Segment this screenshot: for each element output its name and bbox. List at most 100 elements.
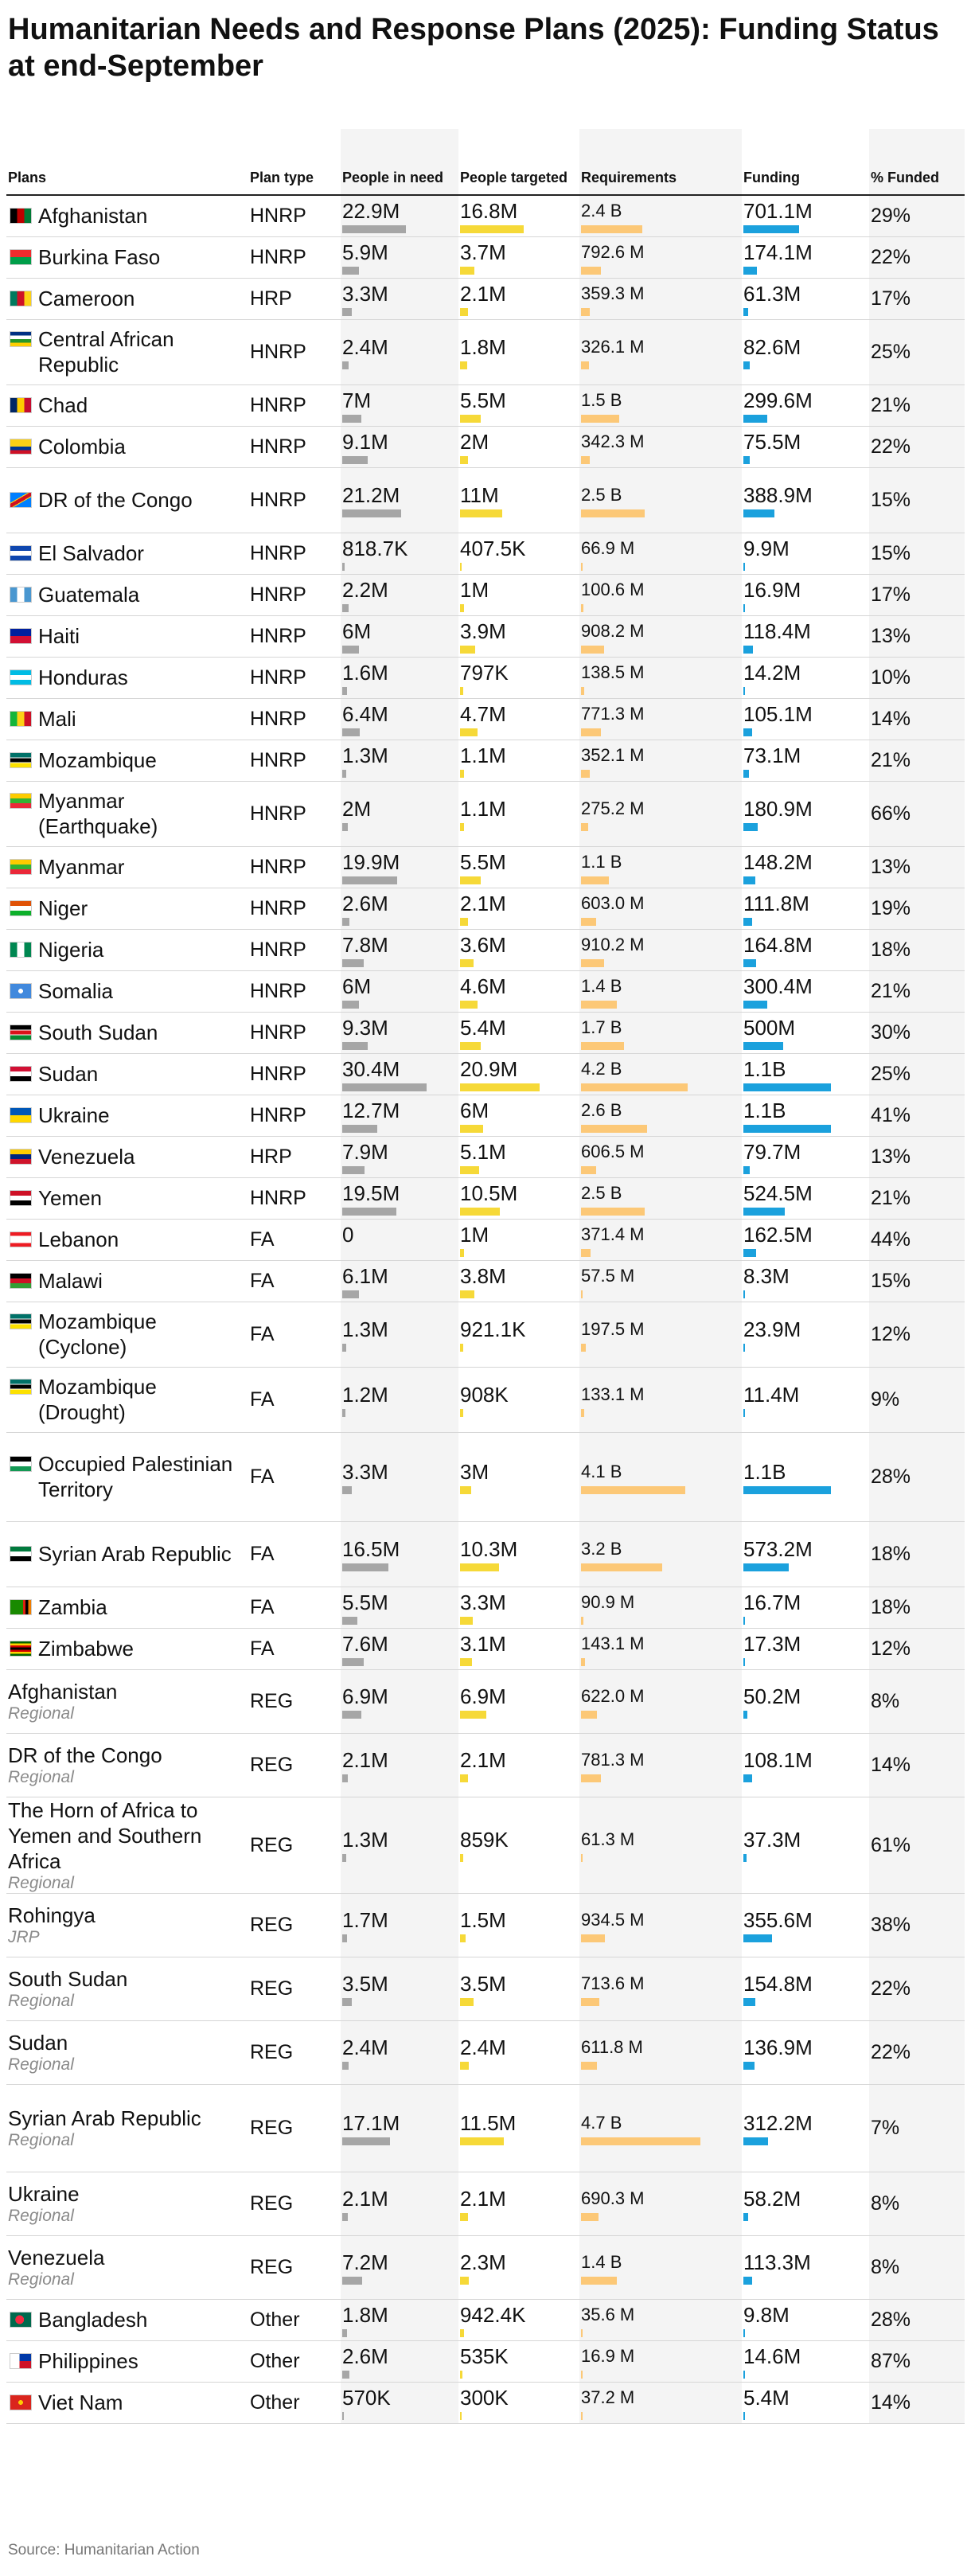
funding-value: 500M bbox=[743, 1015, 796, 1040]
plan-type-cell: FA bbox=[248, 1432, 341, 1522]
funding-bar bbox=[743, 266, 757, 275]
percent-funded-cell: 18% bbox=[869, 1587, 965, 1629]
plan-subtitle: Regional bbox=[8, 2131, 74, 2149]
requirements-value: 1.4 B bbox=[581, 975, 622, 996]
people-in-need-value: 6.9M bbox=[342, 1684, 388, 1708]
people-targeted-bar bbox=[460, 1774, 468, 1782]
requirements-value: 100.6 M bbox=[581, 579, 645, 599]
requirements-value: 143.1 M bbox=[581, 1633, 645, 1653]
requirements-value: 90.9 M bbox=[581, 1591, 635, 1612]
funding-cell: 299.6M bbox=[742, 384, 869, 427]
requirements-value: 910.2 M bbox=[581, 934, 645, 954]
people-in-need-cell: 1.8M bbox=[341, 2299, 458, 2341]
funding-bar bbox=[743, 1485, 831, 1494]
plan-name: Rohingya bbox=[8, 1903, 96, 1927]
funding-bar bbox=[743, 1207, 785, 1216]
requirements-bar bbox=[581, 1165, 596, 1174]
requirements-cell: 35.6 M bbox=[579, 2299, 742, 2341]
lebanon-flag-icon bbox=[10, 1231, 32, 1247]
requirements-cell: 57.5 M bbox=[579, 1260, 742, 1302]
plan-cell: Cameroon bbox=[6, 278, 248, 320]
people-targeted-bar bbox=[460, 822, 464, 831]
honduras-flag-icon bbox=[10, 669, 32, 685]
table-row: Ukraine Regional REG 2.1M 2.1M 690.3 M 58.2M 8% bbox=[6, 2172, 965, 2236]
plan-name: DR of the Congo bbox=[8, 1743, 162, 1767]
plan-cell: Burkina Faso bbox=[6, 236, 248, 279]
requirements-cell: 371.4 M bbox=[579, 1219, 742, 1261]
plan-type-cell: HNRP bbox=[248, 319, 341, 385]
requirements-bar bbox=[581, 1343, 586, 1352]
funding-bar bbox=[743, 1248, 756, 1257]
people-in-need-cell: 6M bbox=[341, 970, 458, 1013]
people-targeted-bar bbox=[460, 1083, 540, 1091]
funding-value: 16.9M bbox=[743, 577, 801, 602]
table-row: Syrian Arab Republic Regional REG 17.1M 11.5… bbox=[6, 2084, 965, 2172]
requirements-cell: 611.8 M bbox=[579, 2020, 742, 2085]
plan-name: Philippines bbox=[38, 2349, 138, 2373]
people-in-need-bar bbox=[342, 1657, 364, 1666]
plan-cell: Viet Nam bbox=[6, 2382, 248, 2424]
requirements-bar bbox=[581, 361, 589, 369]
people-in-need-cell: 6M bbox=[341, 615, 458, 658]
funding-value: 113.3M bbox=[743, 2250, 811, 2274]
funding-value: 9.9M bbox=[743, 536, 790, 560]
requirements-value: 16.9 M bbox=[581, 2345, 635, 2366]
requirements-cell: 606.5 M bbox=[579, 1136, 742, 1178]
people-in-need-bar bbox=[342, 224, 406, 233]
people-targeted-bar bbox=[460, 2370, 462, 2379]
requirements-bar bbox=[581, 2137, 700, 2145]
plan-cell: Ukraine bbox=[6, 1095, 248, 1137]
people-in-need-cell: 7.9M bbox=[341, 1136, 458, 1178]
table-row: Venezuela Regional REG 7.2M 2.3M 1.4 B 113.3M 8… bbox=[6, 2235, 965, 2300]
percent-funded-cell: 25% bbox=[869, 1053, 965, 1095]
people-targeted-value: 300K bbox=[460, 2385, 509, 2410]
funding-cell: 16.9M bbox=[742, 574, 869, 616]
people-targeted-cell: 942.4K bbox=[458, 2299, 579, 2341]
people-targeted-value: 11M bbox=[460, 482, 499, 507]
funding-bar bbox=[743, 307, 748, 316]
people-in-need-value: 7M bbox=[342, 388, 372, 412]
requirements-cell: 100.6 M bbox=[579, 574, 742, 616]
funding-cell: 23.9M bbox=[742, 1302, 869, 1368]
requirements-value: 908.2 M bbox=[581, 620, 645, 641]
funding-value: 388.9M bbox=[743, 482, 813, 507]
plan-type-cell: HRP bbox=[248, 1136, 341, 1178]
table-row: Viet Nam Other 570K 300K 37.2 M 5.4M 14% bbox=[6, 2382, 965, 2424]
plan-cell: Niger bbox=[6, 888, 248, 930]
people-targeted-value: 3.6M bbox=[460, 932, 506, 957]
people-targeted-value: 1M bbox=[460, 1222, 489, 1247]
table-row: Guatemala HNRP 2.2M 1M 100.6 M 16.9M 17% bbox=[6, 574, 965, 616]
people-in-need-value: 17.1M bbox=[342, 2110, 400, 2135]
funding-cell: 50.2M bbox=[742, 1669, 869, 1734]
people-in-need-value: 1.3M bbox=[342, 1317, 388, 1341]
percent-funded-cell: 17% bbox=[869, 574, 965, 616]
people-in-need-cell: 6.1M bbox=[341, 1260, 458, 1302]
requirements-bar bbox=[581, 414, 619, 423]
plan-cell: Ukraine Regional bbox=[6, 2172, 248, 2236]
plan-name: The Horn of Africa to Yemen and Southern… bbox=[8, 1797, 202, 1873]
table-row: Honduras HNRP 1.6M 797K 138.5 M 14.2M 10% bbox=[6, 657, 965, 699]
people-targeted-bar bbox=[460, 2061, 469, 2070]
plan-cell: Zambia bbox=[6, 1587, 248, 1629]
people-targeted-value: 3.9M bbox=[460, 619, 506, 643]
people-in-need-cell: 16.5M bbox=[341, 1521, 458, 1587]
requirements-cell: 61.3 M bbox=[579, 1797, 742, 1894]
table-row: Lebanon FA 0 1M 371.4 M 162.5M 44% bbox=[6, 1219, 965, 1261]
plan-type-cell: HNRP bbox=[248, 888, 341, 930]
people-in-need-cell: 0 bbox=[341, 1219, 458, 1261]
funding-bar bbox=[743, 876, 755, 884]
people-targeted-cell: 2.3M bbox=[458, 2235, 579, 2300]
people-in-need-cell: 2M bbox=[341, 781, 458, 847]
percent-funded-cell: 44% bbox=[869, 1219, 965, 1261]
table-row: DR of the Congo Regional REG 2.1M 2.1M 781.3 … bbox=[6, 1733, 965, 1797]
percent-funded-cell: 22% bbox=[869, 1957, 965, 2021]
requirements-cell: 908.2 M bbox=[579, 615, 742, 658]
people-in-need-bar bbox=[342, 307, 352, 316]
plan-cell: Venezuela Regional bbox=[6, 2235, 248, 2300]
funding-bar bbox=[743, 603, 745, 612]
funding-cell: 111.8M bbox=[742, 888, 869, 930]
people-in-need-value: 6.4M bbox=[342, 701, 388, 726]
people-in-need-bar bbox=[342, 2328, 347, 2337]
people-in-need-cell: 7.6M bbox=[341, 1628, 458, 1670]
plan-subtitle: Regional bbox=[8, 2055, 74, 2074]
